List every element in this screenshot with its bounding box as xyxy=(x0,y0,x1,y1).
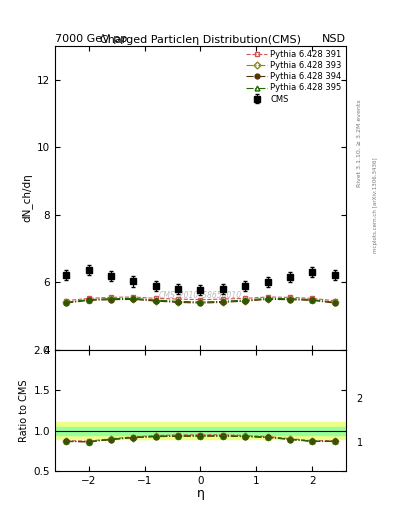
Pythia 6.428 391 xyxy=(176,296,180,302)
Line: Pythia 6.428 394: Pythia 6.428 394 xyxy=(64,297,337,306)
Pythia 6.428 394 xyxy=(265,296,270,303)
Pythia 6.428 391 xyxy=(243,295,248,302)
Pythia 6.428 395 xyxy=(243,297,248,303)
Y-axis label: dN_ch/dη: dN_ch/dη xyxy=(22,174,33,222)
Text: CMS_2010_S8656010: CMS_2010_S8656010 xyxy=(159,290,242,300)
Pythia 6.428 391 xyxy=(288,294,292,301)
Pythia 6.428 395 xyxy=(310,296,315,303)
Pythia 6.428 394 xyxy=(108,296,113,303)
Pythia 6.428 394 xyxy=(288,296,292,303)
Pythia 6.428 391 xyxy=(310,295,315,302)
Pythia 6.428 395 xyxy=(332,300,337,306)
Pythia 6.428 393 xyxy=(198,300,203,306)
Pythia 6.428 391 xyxy=(64,297,68,304)
Pythia 6.428 391 xyxy=(131,294,136,300)
Pythia 6.428 391 xyxy=(86,295,91,302)
Pythia 6.428 391 xyxy=(220,296,225,302)
Pythia 6.428 393 xyxy=(332,300,337,306)
Pythia 6.428 395 xyxy=(176,298,180,305)
Y-axis label: Ratio to CMS: Ratio to CMS xyxy=(19,379,29,441)
Text: Rivet 3.1.10, ≥ 3.2M events: Rivet 3.1.10, ≥ 3.2M events xyxy=(357,99,362,187)
Pythia 6.428 395 xyxy=(220,298,225,305)
Pythia 6.428 393 xyxy=(153,297,158,304)
Pythia 6.428 394 xyxy=(131,296,136,303)
Pythia 6.428 393 xyxy=(86,296,91,303)
Pythia 6.428 394 xyxy=(198,300,203,306)
Pythia 6.428 394 xyxy=(332,300,337,306)
Pythia 6.428 394 xyxy=(86,297,91,304)
Pythia 6.428 393 xyxy=(288,296,292,302)
Pythia 6.428 394 xyxy=(64,300,68,306)
Pythia 6.428 395 xyxy=(108,295,113,302)
Pythia 6.428 395 xyxy=(198,299,203,305)
Pythia 6.428 394 xyxy=(243,298,248,304)
Title: Charged Particleη Distribution(CMS): Charged Particleη Distribution(CMS) xyxy=(100,35,301,45)
Pythia 6.428 393 xyxy=(265,296,270,302)
Text: mcplots.cern.ch [arXiv:1306.3436]: mcplots.cern.ch [arXiv:1306.3436] xyxy=(373,157,378,252)
Text: 2: 2 xyxy=(356,394,363,404)
Pythia 6.428 395 xyxy=(265,295,270,302)
Pythia 6.428 391 xyxy=(153,295,158,302)
Pythia 6.428 391 xyxy=(198,296,203,303)
Pythia 6.428 393 xyxy=(243,297,248,304)
Pythia 6.428 391 xyxy=(265,294,270,300)
Line: Pythia 6.428 395: Pythia 6.428 395 xyxy=(64,296,337,305)
Pythia 6.428 394 xyxy=(220,300,225,306)
Pythia 6.428 393 xyxy=(64,300,68,306)
Pythia 6.428 393 xyxy=(220,298,225,305)
X-axis label: η: η xyxy=(196,487,204,500)
Pythia 6.428 394 xyxy=(176,300,180,306)
Pythia 6.428 395 xyxy=(288,295,292,302)
Pythia 6.428 395 xyxy=(86,296,91,303)
Line: Pythia 6.428 391: Pythia 6.428 391 xyxy=(64,294,337,303)
Pythia 6.428 394 xyxy=(153,298,158,304)
Pythia 6.428 395 xyxy=(153,297,158,303)
Pythia 6.428 393 xyxy=(131,296,136,302)
Pythia 6.428 394 xyxy=(310,297,315,304)
Text: 7000 GeV pp: 7000 GeV pp xyxy=(55,33,127,44)
Pythia 6.428 391 xyxy=(332,297,337,304)
Text: NSD: NSD xyxy=(322,33,346,44)
Pythia 6.428 391 xyxy=(108,294,113,301)
Text: 1: 1 xyxy=(356,438,363,448)
Legend: Pythia 6.428 391, Pythia 6.428 393, Pythia 6.428 394, Pythia 6.428 395, CMS: Pythia 6.428 391, Pythia 6.428 393, Pyth… xyxy=(244,49,343,105)
Pythia 6.428 393 xyxy=(310,296,315,303)
Pythia 6.428 395 xyxy=(64,300,68,306)
Pythia 6.428 395 xyxy=(131,295,136,302)
Pythia 6.428 393 xyxy=(176,298,180,305)
Line: Pythia 6.428 393: Pythia 6.428 393 xyxy=(64,296,337,305)
Pythia 6.428 393 xyxy=(108,296,113,302)
